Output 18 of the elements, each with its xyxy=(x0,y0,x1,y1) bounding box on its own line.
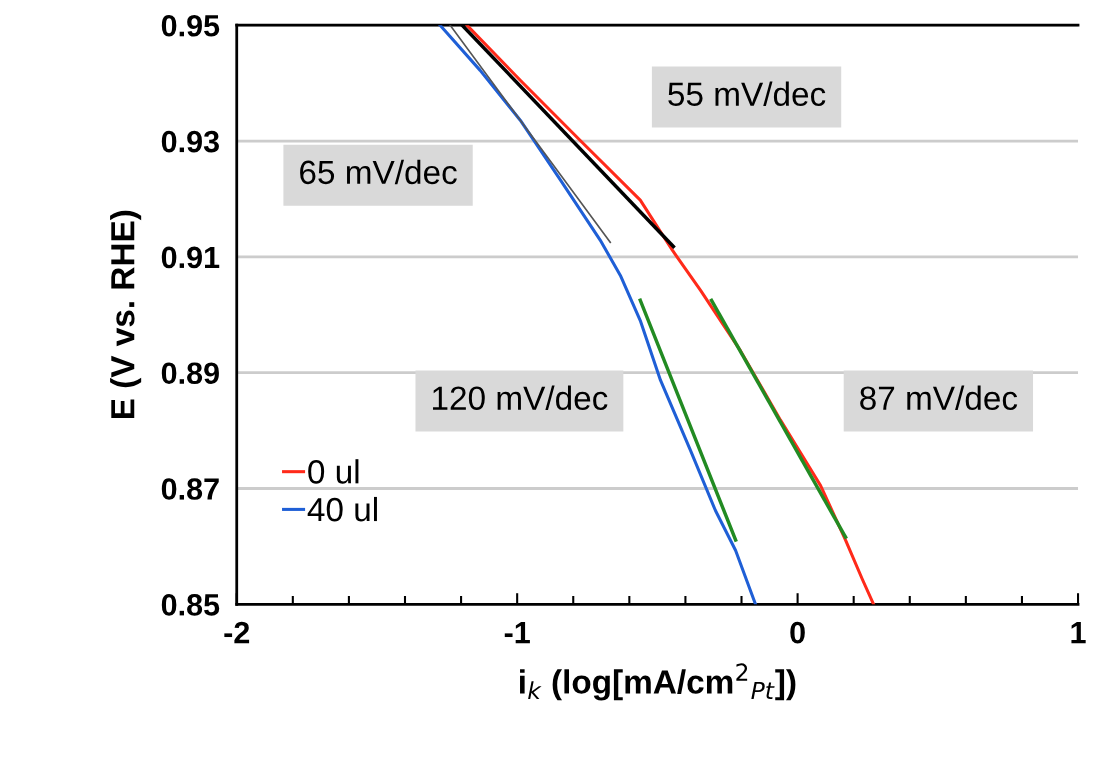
y-tick-label: 0.93 xyxy=(161,130,219,153)
annotation: 65 mV/dec xyxy=(300,159,457,185)
y-tick-label: 0.91 xyxy=(161,246,220,269)
x-tick-label: -1 xyxy=(504,622,530,644)
x-tick-label: 1 xyxy=(1071,622,1086,644)
y-tick-label: 0.95 xyxy=(161,14,220,37)
y-axis-title: E (V vs. RHE) xyxy=(110,210,142,419)
x-tick-label: 0 xyxy=(790,621,805,644)
annotation: 55 mV/dec xyxy=(668,81,826,106)
legend-label: 40 ul xyxy=(307,496,377,522)
y-tick-label: 0.85 xyxy=(161,594,220,616)
annotation: 120 mV/dec xyxy=(433,385,608,410)
x-tick-label: -2 xyxy=(224,621,250,644)
y-tick-label: 0.87 xyxy=(161,478,219,500)
x-axis-title: i$_{k}$ (log[mA/cm$^{2}$$_{Pt}$]) xyxy=(520,663,796,701)
annotation: 87 mV/dec xyxy=(860,385,1018,410)
legend-label: 0 ul xyxy=(308,459,359,484)
y-tick-label: 0.89 xyxy=(161,362,219,385)
